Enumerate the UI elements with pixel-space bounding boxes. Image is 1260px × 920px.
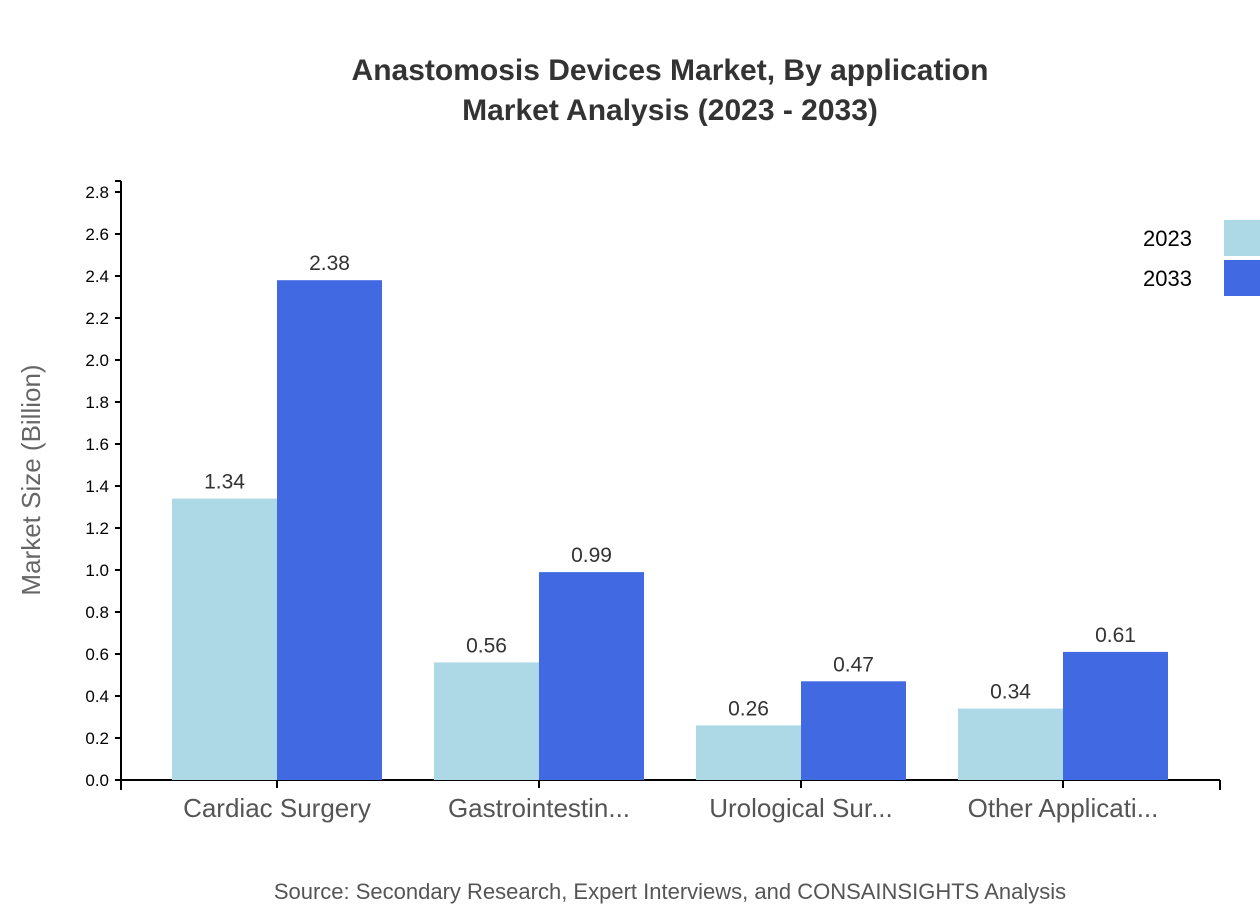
- bar-2033: [801, 681, 906, 780]
- y-tick-label: 0.4: [85, 687, 109, 706]
- data-label: 2.38: [309, 252, 350, 275]
- legend-swatch: [1224, 220, 1260, 256]
- legend-label: 2023: [1143, 226, 1192, 251]
- data-label: 0.56: [466, 634, 507, 657]
- x-tick-label: Other Applicati...: [968, 793, 1159, 823]
- data-label: 0.99: [571, 544, 612, 567]
- y-tick-label: 0.2: [85, 729, 109, 748]
- y-tick-label: 0.8: [85, 603, 109, 622]
- source-note: Source: Secondary Research, Expert Inter…: [274, 879, 1066, 904]
- y-tick-label: 1.6: [85, 435, 109, 454]
- bar-2033: [539, 572, 644, 780]
- y-tick-label: 2.6: [85, 225, 109, 244]
- data-label: 0.34: [990, 681, 1031, 704]
- y-tick-label: 1.0: [85, 561, 109, 580]
- y-tick-label: 1.2: [85, 519, 109, 538]
- y-tick-label: 2.8: [85, 183, 109, 202]
- y-tick-label: 1.8: [85, 393, 109, 412]
- y-tick-label: 2.2: [85, 309, 109, 328]
- y-axis-label: Market Size (Billion): [16, 364, 46, 595]
- x-tick-label: Cardiac Surgery: [183, 793, 371, 823]
- y-tick-label: 2.4: [85, 267, 109, 286]
- bar-2023: [434, 662, 539, 780]
- bar-2023: [958, 708, 1063, 780]
- chart-subtitle: Market Analysis (2023 - 2033): [462, 94, 878, 127]
- y-tick-label: 0.0: [85, 771, 109, 790]
- bar-2033: [1063, 651, 1168, 780]
- legend-swatch: [1224, 260, 1260, 296]
- x-tick-label: Urological Sur...: [709, 793, 893, 823]
- y-tick-label: 1.4: [85, 477, 109, 496]
- y-tick-label: 0.6: [85, 645, 109, 664]
- data-label: 0.47: [833, 653, 874, 676]
- data-label: 0.61: [1095, 624, 1136, 647]
- y-tick-label: 2.0: [85, 351, 109, 370]
- bar-2033: [277, 280, 382, 780]
- bar-2023: [172, 498, 277, 780]
- data-label: 1.34: [204, 471, 245, 494]
- legend-label: 2033: [1143, 266, 1192, 291]
- data-label: 0.26: [728, 697, 769, 720]
- chart-title: Anastomosis Devices Market, By applicati…: [352, 54, 989, 87]
- bar-2023: [696, 725, 801, 780]
- x-tick-label: Gastrointestin...: [448, 793, 630, 823]
